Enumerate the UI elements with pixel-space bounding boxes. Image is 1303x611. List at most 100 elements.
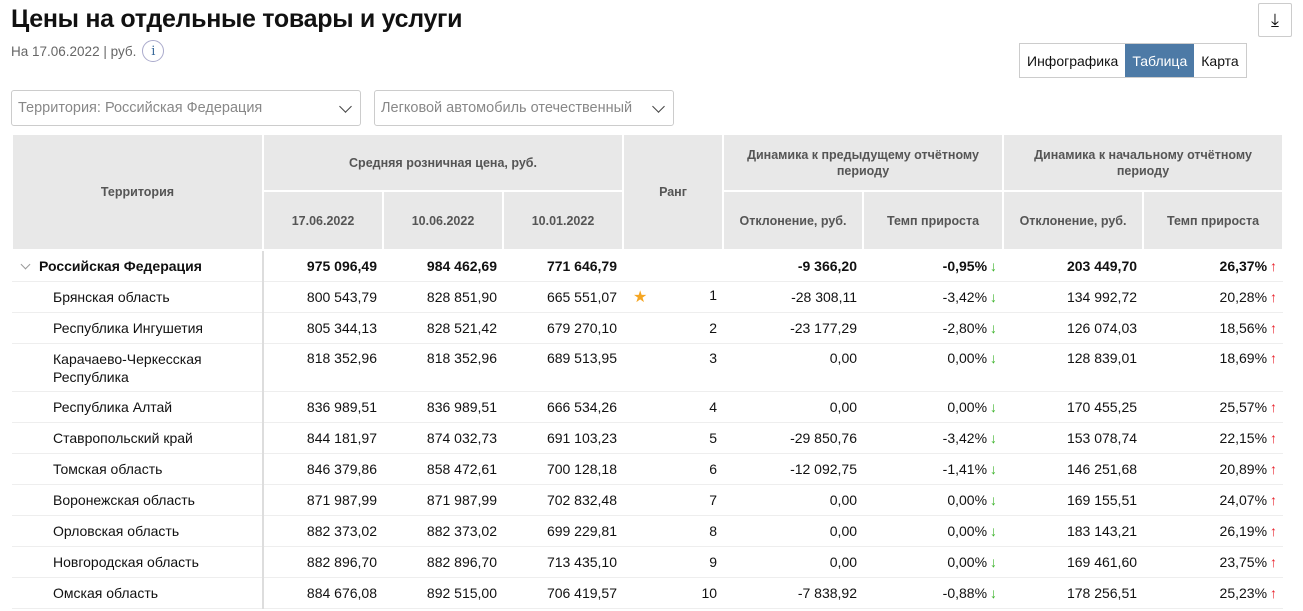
rank-cell: 3 [623,343,724,392]
table-row[interactable]: Республика Ингушетия 805 344,13 828 521,… [12,312,1284,344]
territory-cell: Карачаево-Черкесская Республика [12,343,264,392]
table-row[interactable]: Воронежская область 871 987,99 871 987,9… [12,484,1284,516]
price-17-06: 871 987,99 [263,484,383,516]
rank-value: 3 [709,349,718,366]
territory-name: Омская область [53,584,159,601]
arrow-up-icon: ↑ [1270,460,1278,477]
price-10-01: 699 229,81 [503,515,624,547]
territory-select[interactable]: Территория: Российская Федерация [11,90,361,126]
header-rate-start[interactable]: Темп прироста [1142,190,1285,251]
deviation-start: 134 992,72 [1003,281,1144,313]
table-row[interactable]: Новгородская область 882 896,70 882 896,… [12,546,1284,578]
rate-start-value: 26,19% [1219,522,1268,539]
deviation-prev: -12 092,75 [723,453,864,485]
rate-prev-value: 0,00% [947,349,988,366]
arrow-down-icon: ↓ [990,522,998,539]
header-date-1[interactable]: 17.06.2022 [262,190,384,251]
price-10-06: 882 896,70 [383,546,503,578]
header-date-2[interactable]: 10.06.2022 [382,190,504,251]
header-territory[interactable]: Территория [11,133,264,251]
table-row[interactable]: Томская область 846 379,86 858 472,61 70… [12,453,1284,485]
header-rate-prev[interactable]: Темп прироста [862,190,1005,251]
deviation-start: 203 449,70 [1003,250,1144,282]
rate-prev-value: -0,95% [942,257,988,274]
price-10-01: 713 435,10 [503,546,624,578]
rate-prev: -2,80% ↓ [863,312,1004,344]
header-avg-price: Средняя розничная цена, руб. [261,133,625,192]
price-10-01: 691 103,23 [503,422,624,454]
rank-cell: 9 [623,546,724,578]
price-10-06: 892 515,00 [383,577,503,609]
view-tabs: Инфографика Таблица Карта [1019,43,1247,78]
rate-prev: 0,00% ↓ [863,343,1004,392]
rate-prev: 0,00% ↓ [863,546,1004,578]
arrow-down-icon: ↓ [990,349,998,366]
price-17-06: 975 096,49 [263,250,383,282]
download-button[interactable]: ⤓ [1258,3,1292,37]
territory-cell: Воронежская область [12,484,264,516]
arrow-up-icon: ↑ [1270,584,1278,601]
deviation-prev: -29 850,76 [723,422,864,454]
price-17-06: 818 352,96 [263,343,383,392]
territory-cell: Республика Алтай [12,391,264,423]
territory-cell: Брянская область [12,281,264,313]
price-10-06: 836 989,51 [383,391,503,423]
tab-map[interactable]: Карта [1201,52,1239,69]
arrow-down-icon: ↓ [990,553,998,570]
header-deviation-prev[interactable]: Отклонение, руб. [722,190,865,251]
rank-cell: 5 [623,422,724,454]
deviation-prev: -7 838,92 [723,577,864,609]
territory-select-value: Территория: Российская Федерация [18,100,263,116]
product-select[interactable]: Легковой автомобиль отечественный [374,90,674,126]
rate-start-value: 25,57% [1219,398,1268,415]
rank-cell: 10 [623,577,724,609]
rate-start-value: 20,28% [1219,288,1268,305]
territory-name: Ставропольский край [53,429,193,446]
territory-name: Республика Алтай [53,398,173,415]
deviation-prev: 0,00 [723,515,864,547]
rate-prev: -3,42% ↓ [863,422,1004,454]
header-dyn-prev: Динамика к предыдущему отчётному периоду [722,133,1005,192]
deviation-prev: -23 177,29 [723,312,864,344]
arrow-up-icon: ↑ [1270,288,1278,305]
table-row[interactable]: Брянская область 800 543,79 828 851,90 6… [12,281,1284,313]
territory-cell: Новгородская область [12,546,264,578]
rate-start: 26,37% ↑ [1143,250,1284,282]
header-date-3[interactable]: 10.01.2022 [501,190,625,251]
rate-start: 18,69% ↑ [1143,343,1284,392]
rank-value: 10 [701,584,718,601]
rate-prev-value: -3,42% [942,429,988,446]
table-row[interactable]: Ставропольский край 844 181,97 874 032,7… [12,422,1284,454]
arrow-up-icon: ↑ [1270,522,1278,539]
table-row[interactable]: Карачаево-Черкесская Республика 818 352,… [12,343,1284,392]
rate-prev: 0,00% ↓ [863,515,1004,547]
arrow-up-icon: ↑ [1270,398,1278,415]
arrow-down-icon: ↓ [990,257,998,274]
total-row[interactable]: Российская Федерация 975 096,49 984 462,… [12,250,1284,282]
rate-start-value: 25,23% [1219,584,1268,601]
arrow-down-icon: ↓ [990,491,998,508]
info-icon[interactable]: i [142,40,165,62]
collapse-chevron-icon[interactable] [20,259,31,270]
rank-cell [623,250,724,282]
territory-name: Республика Ингушетия [53,319,204,336]
territory-cell: Орловская область [12,515,264,547]
rate-start-value: 24,07% [1219,491,1268,508]
price-17-06: 884 676,08 [263,577,383,609]
table-row[interactable]: Орловская область 882 373,02 882 373,02 … [12,515,1284,547]
tab-infographic[interactable]: Инфографика [1027,52,1119,69]
table-row[interactable]: Республика Алтай 836 989,51 836 989,51 6… [12,391,1284,423]
rate-prev-value: 0,00% [947,522,988,539]
header-deviation-start[interactable]: Отклонение, руб. [1002,190,1145,251]
page-title: Цены на отдельные товары и услуги [11,5,463,33]
rate-start: 25,57% ↑ [1143,391,1284,423]
rate-prev-value: -2,80% [942,319,988,336]
tab-table[interactable]: Таблица [1125,44,1195,77]
territory-name: Орловская область [53,522,180,539]
rate-prev: -3,42% ↓ [863,281,1004,313]
deviation-start: 170 455,25 [1003,391,1144,423]
territory-name: Томская область [53,460,163,477]
table-row[interactable]: Омская область 884 676,08 892 515,00 706… [12,577,1284,609]
header-rank[interactable]: Ранг [622,133,725,251]
rank-cell: 2 [623,312,724,344]
